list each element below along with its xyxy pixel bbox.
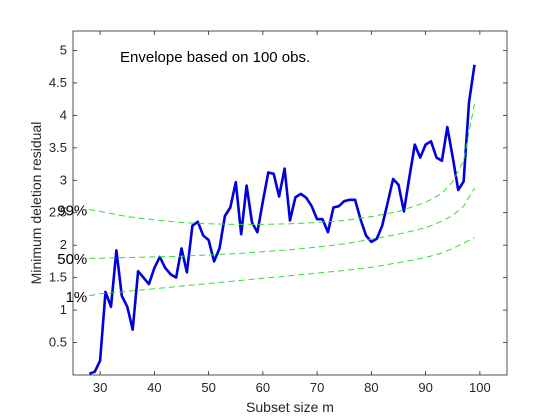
y-tick-label: 2 (60, 237, 67, 252)
x-tick-label: 40 (147, 380, 161, 395)
envelope-line-99pct (89, 103, 475, 225)
envelope-annotation: Envelope based on 100 obs. (120, 49, 310, 66)
x-tick-label: 60 (256, 380, 270, 395)
envelope-line-1pct (89, 236, 475, 297)
envelope-line-50pct (89, 187, 475, 259)
y-axis-label: Minimum deletion residual (28, 122, 44, 285)
y-tick-label: 4.5 (49, 75, 67, 90)
x-tick-label: 80 (364, 380, 378, 395)
y-tick-label: 4 (60, 107, 67, 122)
plot-area (72, 30, 508, 376)
y-tick-label: 3.5 (49, 140, 67, 155)
y-tick-label: 5 (60, 42, 67, 57)
y-tick-label: 2.5 (49, 205, 67, 220)
x-tick-label: 100 (469, 380, 491, 395)
band-label-99pct: 99% (57, 202, 87, 219)
band-label-1pct: 1% (66, 289, 88, 306)
x-axis-label: Subset size m (246, 399, 334, 415)
x-tick-label: 50 (201, 380, 215, 395)
x-tick-label: 90 (418, 380, 432, 395)
y-tick-label: 1.5 (49, 270, 67, 285)
band-label-50pct: 50% (57, 251, 87, 268)
y-tick-label: 0.5 (49, 335, 67, 350)
y-tick-label: 3 (60, 172, 67, 187)
residual-series-line (88, 64, 476, 375)
x-tick-label: 30 (93, 380, 107, 395)
y-tick-label: 1 (60, 302, 67, 317)
x-tick-label: 70 (310, 380, 324, 395)
